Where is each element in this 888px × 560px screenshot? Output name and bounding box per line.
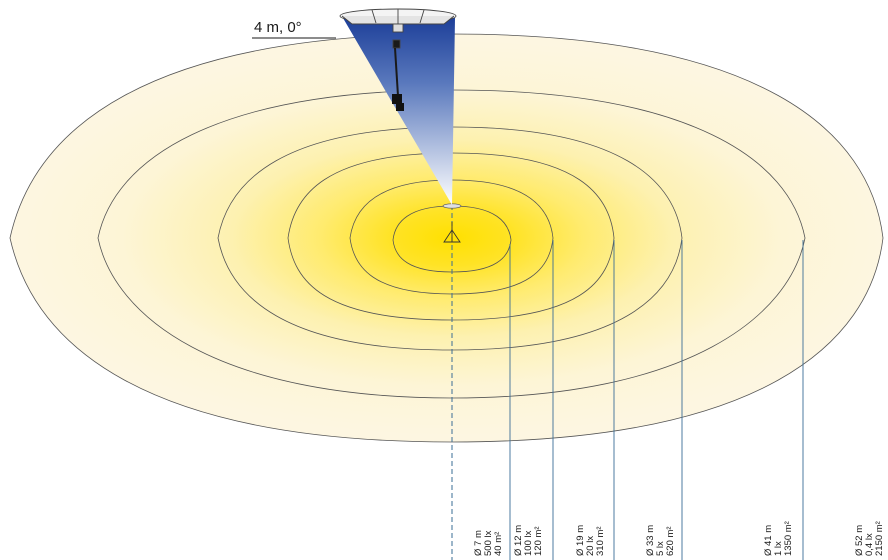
ring-illuminance: 5 lx: [655, 541, 666, 556]
ring-label-6: Ø 52 m 0,4 lx 2150 m²: [854, 521, 885, 556]
ring-illuminance: 500 lx: [483, 530, 494, 556]
ring-diameter: Ø 12 m: [513, 525, 524, 556]
ring-labels: Ø 7 m 500 lx 40 m² Ø 12 m 100 lx 120 m² …: [473, 521, 885, 556]
ring-label-3: Ø 19 m 20 lx 310 m²: [575, 525, 606, 556]
ring-area: 40 m²: [493, 532, 504, 556]
ring-diameter: Ø 41 m: [763, 525, 774, 556]
ring-illuminance: 1 lx: [773, 541, 784, 556]
mount-height-text: 4 m, 0°: [254, 19, 302, 36]
ring-label-2: Ø 12 m 100 lx 120 m²: [513, 525, 544, 556]
ring-diameter: Ø 19 m: [575, 525, 586, 556]
ring-diameter: Ø 33 m: [645, 525, 656, 556]
leader-lines: [509, 240, 804, 560]
ring-area: 2150 m²: [874, 521, 885, 556]
ring-illuminance: 0,4 lx: [864, 533, 875, 556]
ring-area: 120 m²: [533, 526, 544, 556]
mount-height-label: 4 m, 0°: [252, 19, 336, 39]
ring-diameter: Ø 7 m: [473, 530, 484, 556]
ring-illuminance: 100 lx: [523, 530, 534, 556]
ring-area: 1350 m²: [783, 521, 794, 556]
pendant-cable: [392, 47, 404, 111]
ring-illuminance: 20 lx: [585, 536, 596, 556]
ring-area: 620 m²: [665, 526, 676, 556]
ring-area: 310 m²: [595, 526, 606, 556]
ring-diameter: Ø 52 m: [854, 525, 865, 556]
luminaire-fixture: [339, 8, 457, 49]
ring-label-5: Ø 41 m 1 lx 1350 m²: [763, 521, 794, 556]
ring-label-1: Ø 7 m 500 lx 40 m²: [473, 530, 504, 556]
light-beam-cone: [343, 18, 455, 205]
ring-label-4: Ø 33 m 5 lx 620 m²: [645, 525, 676, 556]
